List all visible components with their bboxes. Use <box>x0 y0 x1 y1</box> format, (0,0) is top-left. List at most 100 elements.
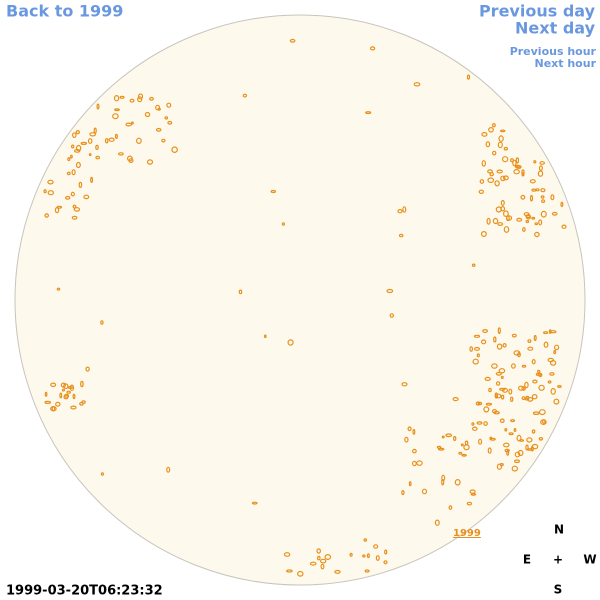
contour <box>441 479 445 486</box>
contour <box>521 169 525 176</box>
contour <box>488 387 492 393</box>
contour <box>95 155 101 160</box>
contour <box>522 227 526 232</box>
previous-hour-link[interactable]: Previous hour <box>510 45 597 58</box>
compass-west: W <box>583 553 596 567</box>
contour <box>485 141 491 148</box>
timestamp: 1999-03-20T06:23:32 <box>6 584 163 599</box>
contour <box>281 222 285 226</box>
contour <box>445 433 453 438</box>
contour <box>550 194 555 201</box>
contour <box>478 438 483 445</box>
contour <box>386 288 394 294</box>
contour <box>47 190 55 196</box>
contour <box>560 201 564 208</box>
contour <box>492 217 499 225</box>
contour <box>538 436 544 441</box>
contour <box>384 549 388 555</box>
contour <box>72 393 76 400</box>
contour <box>460 443 464 447</box>
contour <box>349 552 353 557</box>
contour <box>95 144 99 150</box>
contour <box>521 172 525 177</box>
contour <box>334 569 341 574</box>
contour <box>47 179 54 185</box>
contour <box>463 444 470 451</box>
back-link[interactable]: Back to 1999 <box>6 2 123 21</box>
contour <box>503 146 508 151</box>
contour <box>481 131 488 137</box>
contour <box>149 96 154 101</box>
contour <box>108 137 115 142</box>
contour <box>90 176 94 183</box>
contour <box>487 177 495 184</box>
contour <box>502 442 510 448</box>
contour <box>408 481 412 487</box>
contour <box>496 169 503 174</box>
contour <box>389 313 394 318</box>
contour <box>100 472 105 476</box>
contour <box>44 213 50 218</box>
contour <box>485 402 493 406</box>
contour <box>472 358 479 365</box>
contour <box>436 445 442 449</box>
contour <box>70 405 77 410</box>
contour <box>517 352 521 358</box>
contour <box>487 447 492 454</box>
contour <box>548 329 552 334</box>
contour <box>166 102 172 108</box>
contour <box>104 138 109 144</box>
contour <box>542 331 549 335</box>
contour <box>166 466 171 473</box>
contour <box>135 137 142 144</box>
contour <box>238 289 243 295</box>
contour <box>525 444 529 451</box>
solar-disk <box>14 14 586 586</box>
contour <box>504 427 508 432</box>
contour <box>59 392 63 399</box>
contour <box>495 393 502 399</box>
contour <box>538 372 543 378</box>
contour <box>365 111 372 115</box>
contour <box>480 231 487 238</box>
contour <box>515 157 520 164</box>
contour <box>521 396 526 401</box>
previous-day-link[interactable]: Previous day <box>479 2 596 21</box>
contour <box>383 560 388 565</box>
contour <box>540 210 547 218</box>
contour <box>513 459 520 464</box>
next-day-link[interactable]: Next day <box>515 19 596 38</box>
contour <box>557 385 562 389</box>
contour <box>270 189 276 194</box>
contour <box>517 449 524 457</box>
contour <box>516 434 522 442</box>
year-link[interactable]: 1999 <box>453 528 481 539</box>
contour <box>510 158 514 163</box>
contour <box>114 133 118 139</box>
contour <box>529 194 534 202</box>
contour <box>89 132 97 137</box>
contour <box>525 395 530 399</box>
contour <box>412 460 417 467</box>
contour <box>316 555 321 561</box>
contour <box>100 320 104 325</box>
contour <box>499 418 505 424</box>
contour <box>73 207 81 212</box>
contour <box>401 382 408 387</box>
contour <box>155 127 162 132</box>
contour <box>508 432 514 436</box>
contour <box>117 152 124 156</box>
contour <box>561 224 567 229</box>
contour <box>66 390 72 394</box>
contour <box>83 194 90 200</box>
contour <box>498 368 506 374</box>
contour <box>413 82 421 87</box>
contour <box>518 385 525 391</box>
contour <box>438 447 445 451</box>
contour <box>503 210 509 218</box>
contour <box>469 489 476 494</box>
contour <box>78 181 83 188</box>
contour <box>531 394 538 400</box>
contour <box>500 375 504 380</box>
next-hour-link[interactable]: Next hour <box>535 57 597 70</box>
